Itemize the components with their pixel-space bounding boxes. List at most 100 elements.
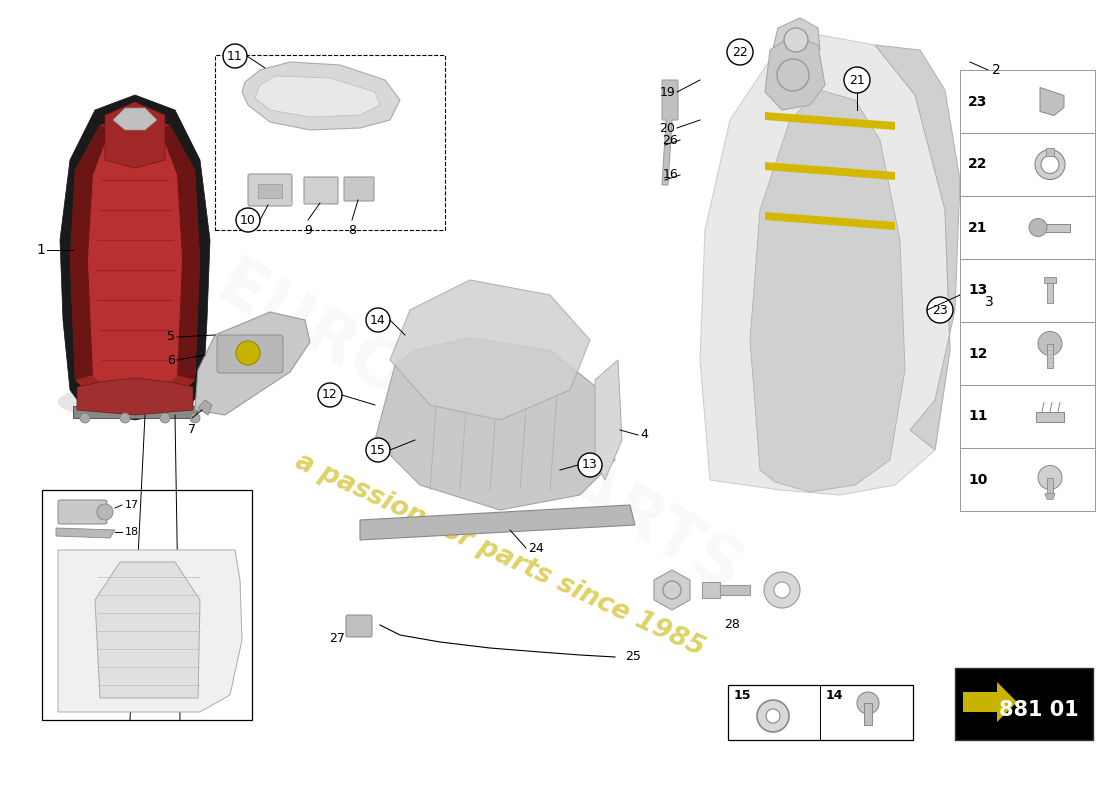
Circle shape xyxy=(764,572,800,608)
Circle shape xyxy=(160,413,170,423)
Circle shape xyxy=(1038,466,1061,490)
FancyBboxPatch shape xyxy=(217,335,283,373)
Circle shape xyxy=(766,709,780,723)
Circle shape xyxy=(927,297,953,323)
Polygon shape xyxy=(962,682,1018,722)
Text: 25: 25 xyxy=(625,650,641,663)
Circle shape xyxy=(774,582,790,598)
Bar xyxy=(864,703,872,725)
Text: 12: 12 xyxy=(322,389,338,402)
Bar xyxy=(960,385,1094,448)
Circle shape xyxy=(784,28,808,52)
Polygon shape xyxy=(764,112,895,130)
Text: 9: 9 xyxy=(304,224,312,237)
Circle shape xyxy=(1038,331,1061,355)
Polygon shape xyxy=(160,125,200,380)
Bar xyxy=(73,406,197,418)
Polygon shape xyxy=(375,338,615,510)
Polygon shape xyxy=(750,90,905,492)
Polygon shape xyxy=(595,360,621,480)
Circle shape xyxy=(578,453,602,477)
Circle shape xyxy=(236,341,260,365)
Bar xyxy=(1032,223,1070,231)
Text: 23: 23 xyxy=(932,303,948,317)
Polygon shape xyxy=(654,570,690,610)
Circle shape xyxy=(1028,218,1047,237)
Text: 12: 12 xyxy=(968,346,988,361)
Circle shape xyxy=(97,504,113,520)
Bar xyxy=(960,259,1094,322)
Text: 15: 15 xyxy=(734,689,751,702)
Circle shape xyxy=(777,59,808,91)
Bar xyxy=(1047,343,1053,367)
Text: 4: 4 xyxy=(640,429,648,442)
Bar xyxy=(720,585,750,595)
Text: 5: 5 xyxy=(167,330,175,343)
FancyBboxPatch shape xyxy=(248,174,292,206)
Bar xyxy=(214,55,446,230)
Circle shape xyxy=(366,438,390,462)
Text: 6: 6 xyxy=(167,354,175,366)
Text: EUROCARPARTS: EUROCARPARTS xyxy=(206,253,755,607)
Polygon shape xyxy=(255,76,380,117)
Text: 14: 14 xyxy=(370,314,386,326)
Polygon shape xyxy=(195,312,310,415)
Circle shape xyxy=(236,208,260,232)
Bar xyxy=(42,490,252,720)
Polygon shape xyxy=(1036,411,1064,422)
Polygon shape xyxy=(1045,494,1055,499)
Polygon shape xyxy=(242,62,400,130)
Ellipse shape xyxy=(57,385,212,419)
Polygon shape xyxy=(702,582,721,598)
Circle shape xyxy=(857,692,879,714)
Circle shape xyxy=(727,39,754,65)
FancyBboxPatch shape xyxy=(304,177,338,204)
Polygon shape xyxy=(70,115,200,408)
Bar xyxy=(960,70,1094,133)
Bar xyxy=(960,448,1094,511)
Text: 11: 11 xyxy=(968,410,988,423)
Text: 16: 16 xyxy=(662,169,678,182)
Text: 14: 14 xyxy=(826,689,844,702)
Circle shape xyxy=(844,67,870,93)
Polygon shape xyxy=(662,80,678,185)
Polygon shape xyxy=(77,378,192,415)
Polygon shape xyxy=(764,35,825,110)
Text: 26: 26 xyxy=(662,134,678,146)
Circle shape xyxy=(318,383,342,407)
Polygon shape xyxy=(198,400,212,415)
Bar xyxy=(960,196,1094,259)
Text: 13: 13 xyxy=(582,458,598,471)
Bar xyxy=(960,322,1094,385)
Text: 19: 19 xyxy=(659,86,675,98)
Polygon shape xyxy=(764,162,895,180)
Text: 8: 8 xyxy=(348,224,356,237)
Polygon shape xyxy=(88,122,182,404)
FancyBboxPatch shape xyxy=(346,615,372,637)
Bar xyxy=(1047,282,1053,302)
Text: 28: 28 xyxy=(724,618,740,631)
Circle shape xyxy=(190,413,200,423)
Bar xyxy=(1047,478,1053,494)
Circle shape xyxy=(757,700,789,732)
Polygon shape xyxy=(58,550,242,712)
Text: 23: 23 xyxy=(968,94,988,109)
Text: 13: 13 xyxy=(968,283,988,298)
Text: 22: 22 xyxy=(968,158,988,171)
Polygon shape xyxy=(95,562,200,698)
Text: 18: 18 xyxy=(125,527,139,537)
Polygon shape xyxy=(1040,87,1064,115)
Polygon shape xyxy=(390,280,590,420)
Polygon shape xyxy=(113,108,157,130)
Polygon shape xyxy=(700,35,950,495)
FancyBboxPatch shape xyxy=(58,500,107,524)
Text: 1: 1 xyxy=(36,243,45,257)
Text: 2: 2 xyxy=(992,63,1001,77)
Polygon shape xyxy=(360,505,635,540)
Circle shape xyxy=(1035,150,1065,179)
Text: 7: 7 xyxy=(188,423,196,436)
Text: 881 01: 881 01 xyxy=(999,700,1079,720)
Circle shape xyxy=(80,413,90,423)
Bar xyxy=(960,133,1094,196)
Circle shape xyxy=(366,308,390,332)
